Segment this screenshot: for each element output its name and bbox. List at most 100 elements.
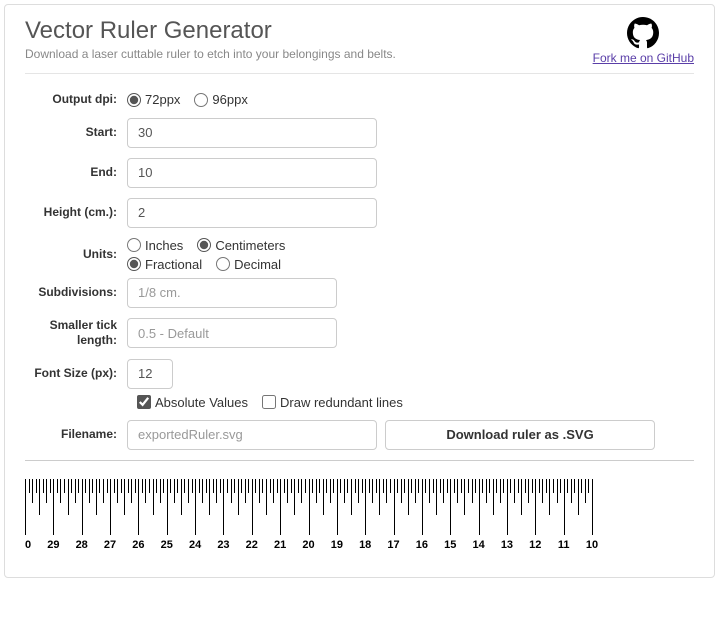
ruler-tick: [294, 479, 295, 515]
row-start: Start:: [25, 118, 694, 148]
ruler-tick: [39, 479, 40, 515]
ruler-tick: [216, 479, 217, 503]
ruler-tick: [103, 479, 104, 503]
page-title: Vector Ruler Generator: [25, 17, 396, 45]
ruler-tick: [464, 479, 465, 515]
ruler-tick: [213, 479, 214, 493]
ruler-tick: [184, 479, 185, 493]
radio-decimal[interactable]: Decimal: [216, 257, 281, 272]
ruler-tick: [557, 479, 558, 503]
ruler-tick: [479, 479, 480, 535]
ruler-tick: [60, 479, 61, 503]
ruler-tick-label: 28: [76, 539, 88, 551]
ruler-tick: [316, 479, 317, 503]
ruler-tick: [291, 479, 292, 493]
ruler-tick-label: 26: [132, 539, 144, 551]
ruler-tick: [401, 479, 402, 503]
ruler-tick: [468, 479, 469, 493]
ruler-tick: [241, 479, 242, 493]
ruler-tick: [174, 479, 175, 503]
radio-fractional[interactable]: Fractional: [127, 257, 202, 272]
start-input[interactable]: [127, 118, 377, 148]
ruler-tick: [270, 479, 271, 493]
ruler-tick-label: 30: [25, 539, 31, 551]
ruler-tick: [386, 479, 387, 503]
ruler-tick: [397, 479, 398, 493]
ruler-tick: [553, 479, 554, 493]
ruler-tick: [85, 479, 86, 493]
ruler-tick: [110, 479, 111, 535]
ruler-tick: [429, 479, 430, 503]
github-link[interactable]: Fork me on GitHub: [593, 51, 694, 65]
ruler-tick: [358, 479, 359, 503]
ruler-tick: [181, 479, 182, 515]
fontsize-input[interactable]: [127, 359, 173, 389]
ruler-tick: [209, 479, 210, 515]
ruler-tick-label: 13: [501, 539, 513, 551]
height-input[interactable]: [127, 198, 377, 228]
ruler-tick: [192, 479, 193, 493]
header: Vector Ruler Generator Download a laser …: [25, 17, 694, 74]
ruler-tick: [585, 479, 586, 503]
ticklen-input[interactable]: [127, 318, 337, 348]
subdivisions-input[interactable]: [127, 278, 337, 308]
ruler-scroll-area[interactable]: 3029282726252423222120191817161514131211…: [25, 479, 694, 567]
ruler-tick: [195, 479, 196, 535]
checkbox-redundant[interactable]: Draw redundant lines: [262, 395, 403, 410]
ruler-tick: [199, 479, 200, 493]
ruler-tick: [404, 479, 405, 493]
ruler-tick: [160, 479, 161, 503]
ruler-tick: [57, 479, 58, 493]
row-filename: Filename: Download ruler as .SVG: [25, 420, 694, 450]
ruler-tick: [305, 479, 306, 493]
row-subdivisions: Subdivisions:: [25, 278, 694, 308]
row-dpi: Output dpi: 72ppx 96ppx: [25, 92, 694, 108]
ruler-tick: [376, 479, 377, 493]
ruler-tick: [29, 479, 30, 493]
ruler-tick: [340, 479, 341, 493]
ruler-tick: [82, 479, 83, 535]
filename-input[interactable]: [127, 420, 377, 450]
ruler-tick: [163, 479, 164, 493]
ruler-tick: [248, 479, 249, 493]
ruler-tick: [521, 479, 522, 515]
ruler-tick: [128, 479, 129, 493]
ruler-tick: [372, 479, 373, 503]
radio-centimeters[interactable]: Centimeters: [197, 238, 285, 253]
ruler-tick: [457, 479, 458, 503]
ruler-tick: [525, 479, 526, 493]
ruler-tick: [347, 479, 348, 493]
ruler-tick-label: 14: [472, 539, 484, 551]
page-subtitle: Download a laser cuttable ruler to etch …: [25, 47, 396, 61]
ruler-tick: [177, 479, 178, 493]
radio-inches[interactable]: Inches: [127, 238, 183, 253]
ruler-tick: [546, 479, 547, 493]
ruler-tick: [202, 479, 203, 503]
ruler-tick: [496, 479, 497, 493]
ruler-tick: [46, 479, 47, 503]
ruler-tick: [440, 479, 441, 493]
ruler-tick: [142, 479, 143, 493]
download-button[interactable]: Download ruler as .SVG: [385, 420, 655, 450]
end-input[interactable]: [127, 158, 377, 188]
ruler-tick-label: 18: [359, 539, 371, 551]
ruler-tick: [454, 479, 455, 493]
ruler-tick: [273, 479, 274, 503]
ruler-tick: [326, 479, 327, 493]
ruler-tick: [223, 479, 224, 535]
ruler-tick: [510, 479, 511, 493]
ruler-tick: [259, 479, 260, 503]
ruler-tick-label: 22: [246, 539, 258, 551]
checkbox-absolute[interactable]: Absolute Values: [137, 395, 248, 410]
ruler-tick: [298, 479, 299, 493]
ruler-tick-label: 24: [189, 539, 201, 551]
ruler-tick: [117, 479, 118, 503]
radio-72ppx[interactable]: 72ppx: [127, 92, 180, 107]
radio-96ppx[interactable]: 96ppx: [194, 92, 247, 107]
label-dpi: Output dpi:: [25, 92, 127, 108]
ruler-tick-label: 27: [104, 539, 116, 551]
ruler-tick-label: 17: [387, 539, 399, 551]
ruler-tick: [124, 479, 125, 515]
ruler-tick: [231, 479, 232, 503]
ruler-tick: [564, 479, 565, 535]
